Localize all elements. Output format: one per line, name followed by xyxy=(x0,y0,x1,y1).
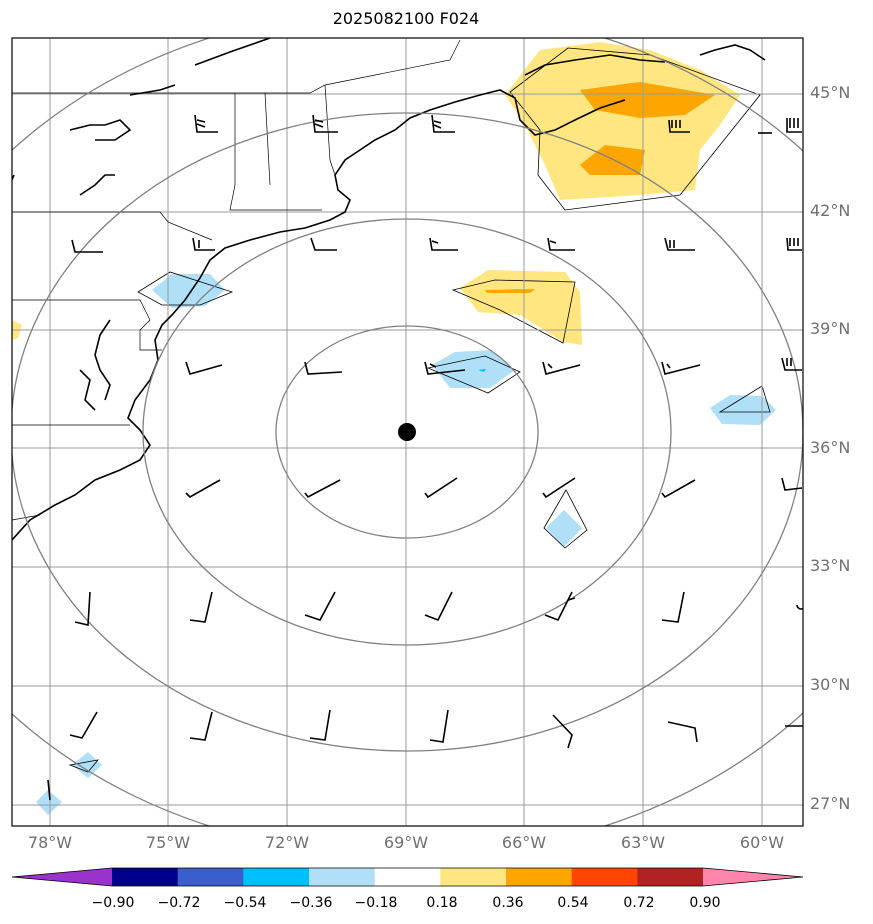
lat-label-45n: 45°N xyxy=(810,83,851,102)
state-borders xyxy=(12,39,461,521)
lon-label-72w: 72°W xyxy=(264,833,310,852)
colorbar-segment xyxy=(571,868,638,886)
colorbar-segment xyxy=(637,868,704,886)
lat-label-33n: 33°N xyxy=(810,556,851,575)
colorbar-segment xyxy=(177,868,244,886)
lat-label-39n: 39°N xyxy=(810,319,851,338)
anomaly-shading xyxy=(12,42,776,815)
negative-anomaly-sw1 xyxy=(72,752,102,778)
colorbar-extend-high xyxy=(703,868,803,886)
map-frame xyxy=(11,37,804,827)
lon-label-60w: 60°W xyxy=(739,833,785,852)
lon-label-63w: 63°W xyxy=(620,833,666,852)
colorbar-outline xyxy=(11,867,804,887)
colorbar-extend-low xyxy=(12,868,112,886)
anomaly-contours xyxy=(68,47,771,773)
lat-label-30n: 30°N xyxy=(810,675,851,694)
negative-anomaly-east xyxy=(710,395,776,425)
positive-anomaly-northeast xyxy=(505,42,740,200)
negative-anomaly-south xyxy=(546,510,582,547)
lon-label-75w: 75°W xyxy=(145,833,191,852)
colorbar-segment xyxy=(112,868,179,886)
storm-center-marker xyxy=(398,423,416,441)
colorbar-segment xyxy=(506,868,573,886)
colorbar-tick: 0.36 xyxy=(492,895,524,911)
positive-anomaly-central-core xyxy=(485,289,535,293)
colorbar-tick: −0.36 xyxy=(289,895,333,911)
wind-barbs xyxy=(69,114,803,749)
colorbar-tick: 0.54 xyxy=(557,895,589,911)
colorbar-tick: −0.90 xyxy=(91,895,135,911)
colorbar xyxy=(11,867,804,887)
colorbar-tick: 0.18 xyxy=(426,895,458,911)
lat-label-27n: 27°N xyxy=(810,794,851,813)
colorbar-tick: 0.72 xyxy=(623,895,655,911)
negative-anomaly-nj xyxy=(152,274,225,308)
coastlines xyxy=(12,38,803,801)
negative-anomaly-sw2 xyxy=(36,790,62,815)
colorbar-tick: −0.18 xyxy=(354,895,398,911)
negative-anomaly-central-core xyxy=(478,369,486,372)
lat-label-36n: 36°N xyxy=(810,438,851,457)
lat-label-42n: 42°N xyxy=(810,201,851,220)
colorbar-segment xyxy=(309,868,376,886)
negative-anomaly-central xyxy=(432,350,515,388)
colorbar-segment xyxy=(243,868,310,886)
colorbar-tick: −0.54 xyxy=(223,895,267,911)
lon-label-69w: 69°W xyxy=(383,833,429,852)
lon-label-66w: 66°W xyxy=(501,833,547,852)
colorbar-tick: −0.72 xyxy=(157,895,201,911)
colorbar-segment xyxy=(440,868,507,886)
colorbar-segment xyxy=(374,868,441,886)
positive-anomaly-northeast-core xyxy=(580,82,715,118)
positive-anomaly-central xyxy=(460,270,582,345)
colorbar-tick: 0.90 xyxy=(689,895,721,911)
map-title: 2025082100 F024 xyxy=(332,9,480,28)
lon-label-78w: 78°W xyxy=(27,833,73,852)
